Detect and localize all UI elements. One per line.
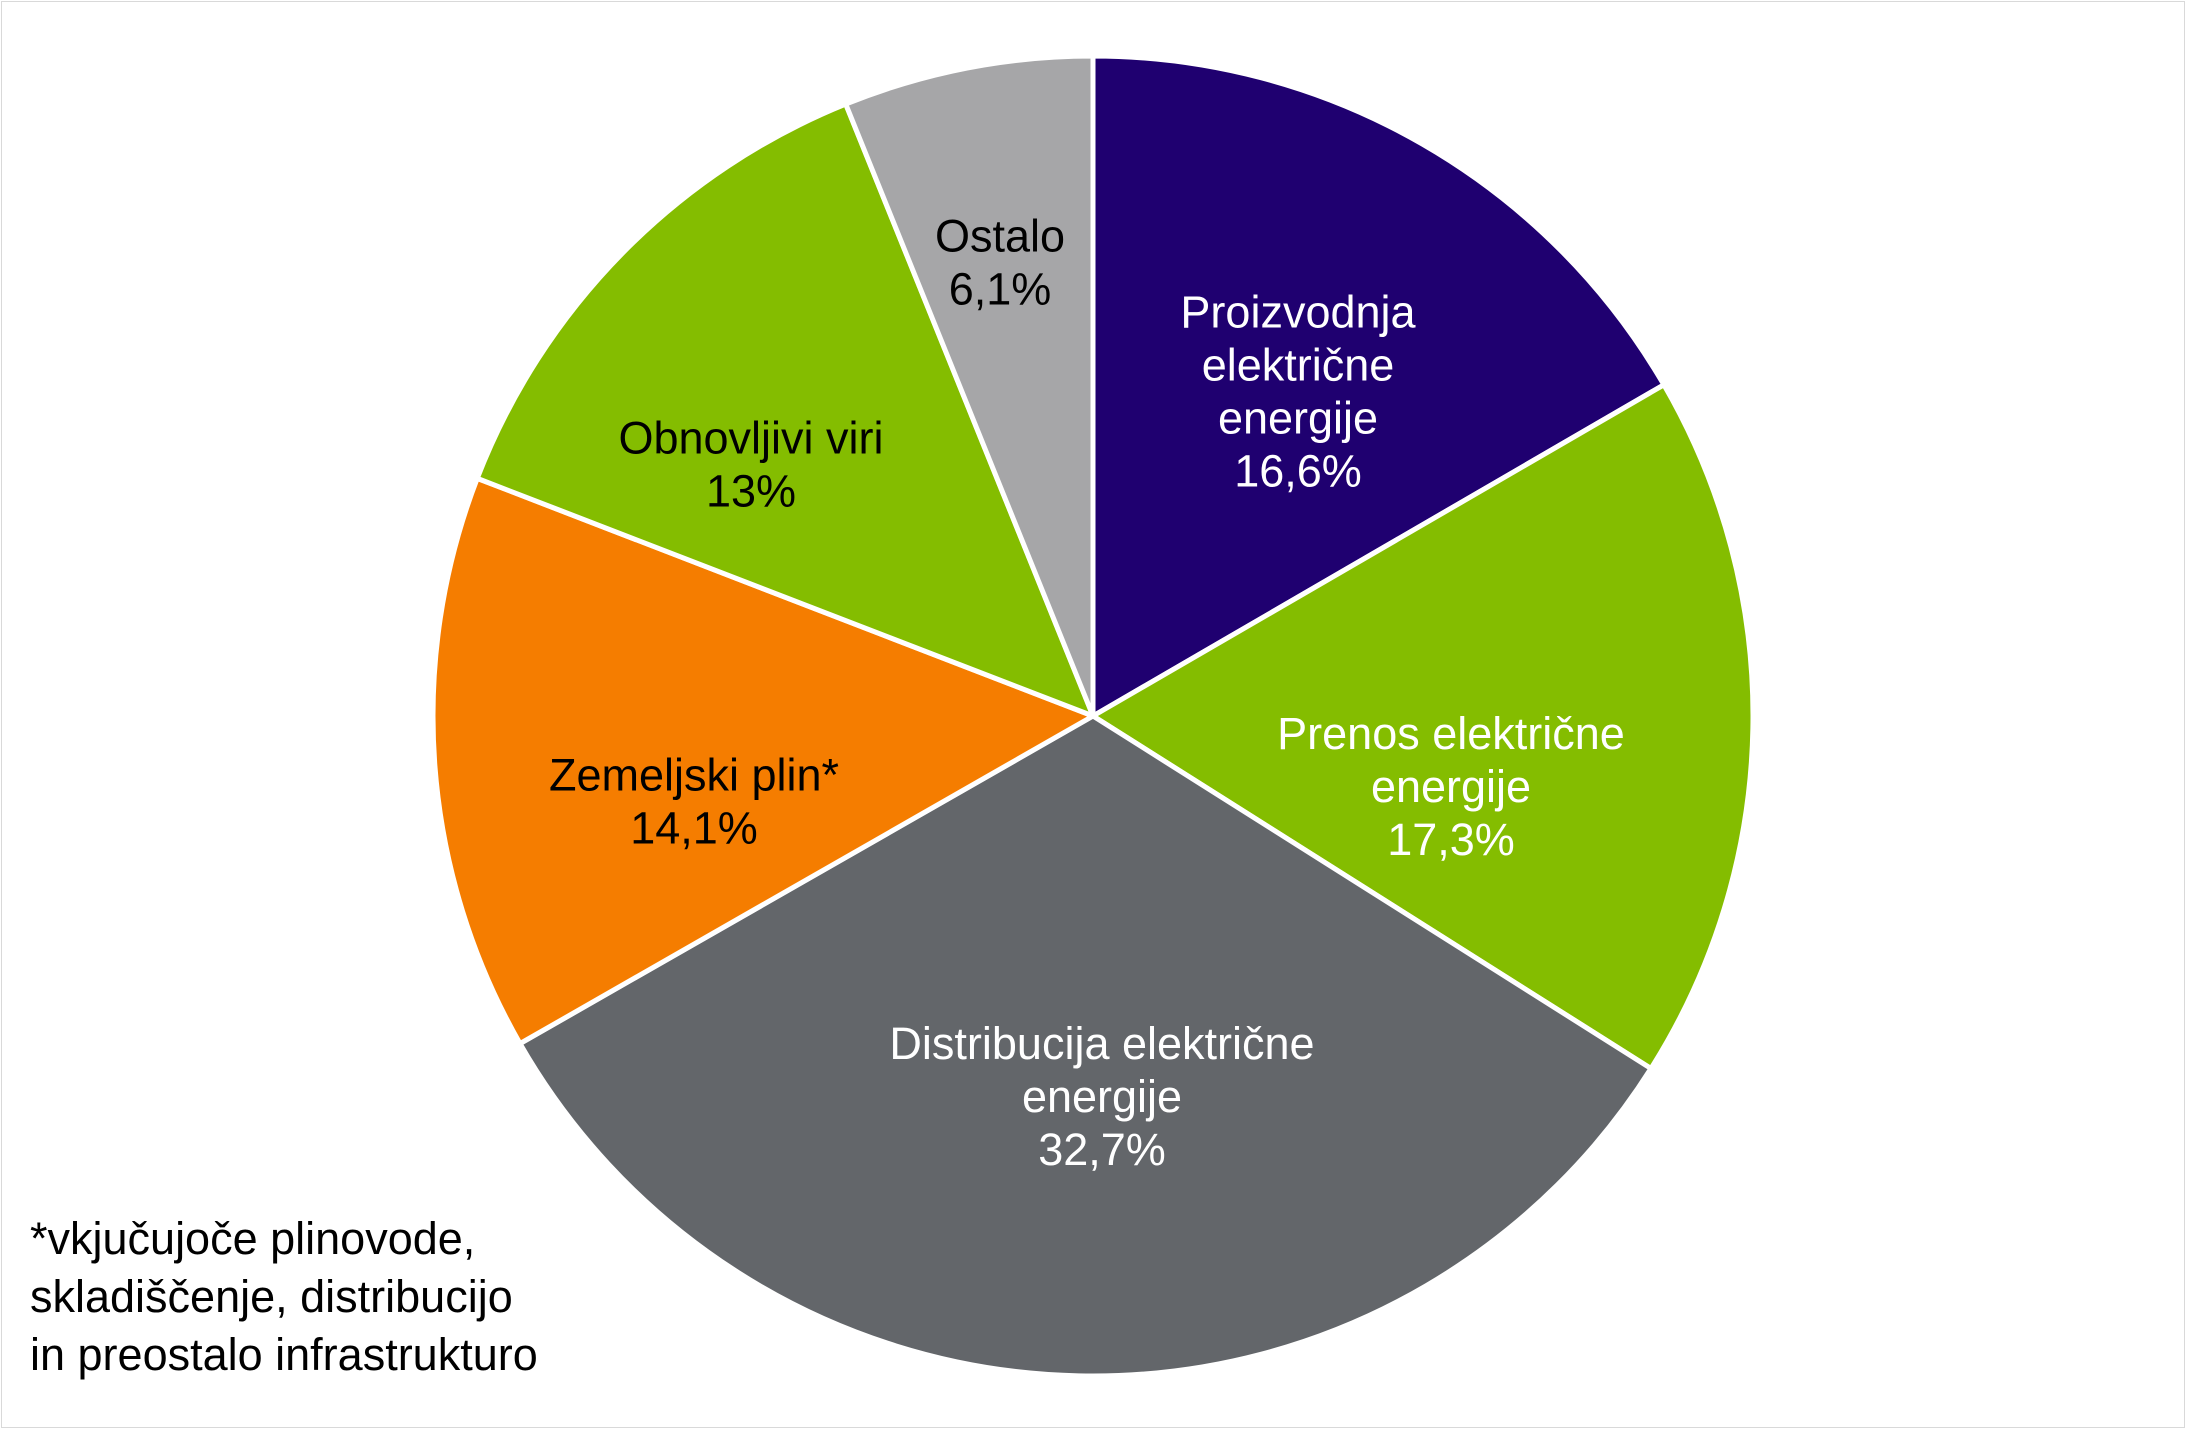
footnote: *vkjučujoče plinovode, skladiščenje, dis… (30, 1210, 538, 1384)
slice-label-1: Proizvodnja električne energije 16,6% (1180, 286, 1416, 496)
pie-slice-3 (517, 713, 1654, 1379)
slice-category-label: Obnovljivi viri (618, 412, 883, 463)
pie-slice-4 (430, 475, 1096, 1047)
pie-slices (430, 53, 1756, 1379)
footnote-line-2: skladiščenje, distribucijo (30, 1271, 513, 1322)
slice-value-label: 16,6% (1234, 445, 1362, 496)
pie-slice-1 (1090, 53, 1667, 719)
pie-slice-5 (474, 101, 1096, 719)
slice-label-6: Ostalo 6,1% (935, 210, 1065, 314)
slice-label-5: Obnovljivi viri 13% (618, 412, 883, 516)
slice-value-label: 14,1% (630, 802, 758, 853)
pie-labels: Proizvodnja električne energije 16,6%Prenos… (549, 210, 1625, 1175)
slice-label-3: Distribucija električne energije 32,7% (889, 1018, 1314, 1175)
slice-category-label: Ostalo (935, 210, 1065, 261)
slice-value-label: 32,7% (1038, 1124, 1166, 1175)
slice-value-label: 17,3% (1387, 814, 1515, 865)
slice-category-label: Prenos električne (1277, 708, 1625, 759)
pie-slice-2 (1090, 382, 1756, 1072)
footnote-line-1: *vkjučujoče plinovode, (30, 1213, 476, 1264)
slice-label-2: Prenos električne energije 17,3% (1277, 708, 1625, 865)
slice-category-label: Proizvodnja (1180, 286, 1416, 337)
slice-category-label: energije (1022, 1071, 1182, 1122)
slice-category-label: energije (1218, 392, 1378, 443)
slice-value-label: 6,1% (949, 263, 1052, 314)
slice-category-label: Zemeljski plin* (549, 749, 839, 800)
slice-category-label: energije (1371, 761, 1531, 812)
pie-slice-6 (843, 53, 1096, 719)
slice-category-label: električne (1202, 339, 1395, 390)
slice-value-label: 13% (706, 465, 796, 516)
slice-label-4: Zemeljski plin* 14,1% (549, 749, 839, 853)
footnote-line-3: in preostalo infrastrukturo (30, 1329, 538, 1380)
slice-category-label: Distribucija električne (889, 1018, 1314, 1069)
